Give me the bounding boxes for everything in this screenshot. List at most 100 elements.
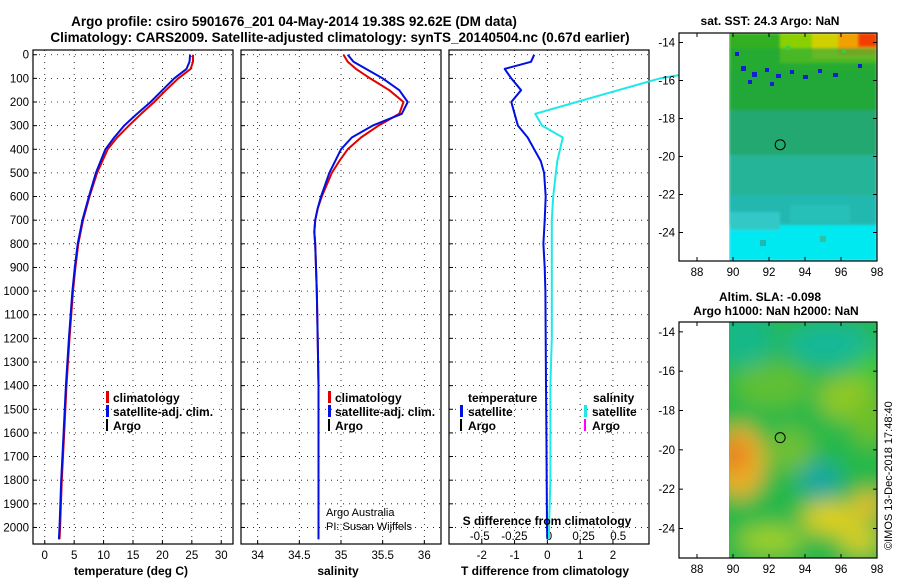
x-tick-label: 2 bbox=[610, 550, 616, 562]
depth-tick-label: 200 bbox=[10, 97, 29, 109]
series-line-climatology bbox=[58, 54, 194, 540]
legend-title-temperature: temperature bbox=[468, 391, 538, 405]
map-y-tick-label: -22 bbox=[658, 484, 675, 496]
depth-tick-label: 1700 bbox=[3, 452, 29, 464]
map-x-tick-label: 94 bbox=[799, 267, 812, 279]
difference-series bbox=[503, 53, 758, 540]
x-tick-label: 0 bbox=[42, 550, 48, 562]
credit-line2: PI: Susan Wijffels bbox=[326, 521, 412, 533]
sla-map-frame bbox=[678, 321, 878, 559]
difference-xlabel: T difference from climatology bbox=[461, 564, 629, 578]
map-x-tick-label: 92 bbox=[763, 564, 776, 576]
depth-tick-label: 400 bbox=[10, 144, 29, 156]
map-y-tick-label: -16 bbox=[658, 366, 675, 378]
map-y-tick-label: -20 bbox=[658, 152, 675, 164]
map-x-tick-label: 96 bbox=[835, 564, 848, 576]
legend-t-satellite: satellite bbox=[468, 405, 513, 419]
series-line-satellite-adj-clim- bbox=[313, 54, 409, 540]
depth-tick-label: 700 bbox=[10, 215, 29, 227]
salinity-grid bbox=[241, 50, 441, 544]
temperature-grid bbox=[33, 50, 233, 544]
s-tick-label: 0.5 bbox=[610, 531, 626, 543]
x-tick-label: 34 bbox=[251, 550, 264, 562]
depth-tick-label: 1400 bbox=[3, 381, 29, 393]
salinity-x-ticks: 34 34.5 35 35.5 36 bbox=[251, 540, 431, 562]
sst-map-title: sat. SST: 24.3 Argo: NaN bbox=[701, 14, 840, 28]
x-tick-label: -1 bbox=[509, 550, 519, 562]
x-tick-label: 1 bbox=[577, 550, 583, 562]
legend-swatch-t-argo bbox=[460, 419, 462, 431]
temperature-series bbox=[57, 54, 194, 540]
map-x-tick-label: 98 bbox=[871, 564, 884, 576]
map-y-tick-label: -18 bbox=[658, 406, 675, 418]
depth-tick-label: 0 bbox=[23, 50, 29, 62]
x-tick-label: -2 bbox=[477, 550, 487, 562]
map-x-tick-label: 90 bbox=[727, 564, 740, 576]
depth-tick-label: 1500 bbox=[3, 404, 29, 416]
sla-map-subtitle: Argo h1000: NaN h2000: NaN bbox=[693, 304, 858, 318]
map-x-tick-label: 88 bbox=[691, 564, 704, 576]
map-x-tick-label: 92 bbox=[763, 267, 776, 279]
x-tick-label: 15 bbox=[127, 550, 140, 562]
s-tick-label: -0.5 bbox=[470, 531, 490, 543]
legend-s-satellite: satellite bbox=[592, 405, 637, 419]
legend-s-argo: Argo bbox=[592, 419, 620, 433]
depth-tick-label: 600 bbox=[10, 192, 29, 204]
x-tick-label: 35 bbox=[335, 550, 348, 562]
map-y-tick-label: -24 bbox=[658, 228, 675, 240]
s-tick-label: -0.25 bbox=[501, 531, 527, 543]
header-title-line2: Climatology: CARS2009. Satellite-adjuste… bbox=[50, 30, 629, 45]
sla-heatmap bbox=[729, 322, 877, 558]
series-line-satellite-adj-clim- bbox=[57, 54, 192, 540]
legend-swatch-satellite bbox=[328, 405, 331, 417]
legend-satellite: satellite-adj. clim. bbox=[335, 405, 435, 419]
map-x-tick-label: 94 bbox=[799, 564, 812, 576]
x-tick-label: 35.5 bbox=[371, 550, 393, 562]
map-y-tick-label: -16 bbox=[658, 76, 675, 88]
map-x-tick-label: 98 bbox=[871, 267, 884, 279]
temperature-x-ticks: 0 5 10 15 20 25 30 bbox=[42, 540, 228, 562]
depth-tick-label: 900 bbox=[10, 262, 29, 274]
difference-x-ticks: -2 -1 0 1 2 bbox=[477, 540, 616, 562]
map-x-tick-label: 96 bbox=[835, 267, 848, 279]
series-line-climatology bbox=[313, 54, 405, 540]
series-line-s-satellite bbox=[534, 53, 758, 540]
legend-argo: Argo bbox=[113, 419, 141, 433]
legend-satellite: satellite-adj. clim. bbox=[113, 405, 213, 419]
legend-swatch-t-satellite bbox=[460, 405, 463, 417]
depth-tick-label: 500 bbox=[10, 168, 29, 180]
sla-map-ticks: 88 90 92 94 96 98 -14 -16 -18 -20 -22 -24 bbox=[658, 322, 883, 576]
sst-map-frame bbox=[678, 32, 878, 262]
depth-tick-label: 1000 bbox=[3, 286, 29, 298]
legend-title-salinity: salinity bbox=[593, 391, 635, 405]
x-tick-label: 34.5 bbox=[288, 550, 310, 562]
map-y-tick-label: -22 bbox=[658, 190, 675, 202]
depth-tick-label: 1800 bbox=[3, 475, 29, 487]
sst-profile-location-marker bbox=[774, 139, 786, 151]
temperature-xlabel: temperature (deg C) bbox=[74, 564, 188, 578]
salinity-xlabel: salinity bbox=[317, 564, 359, 578]
salinity-series bbox=[313, 54, 409, 540]
depth-tick-label: 300 bbox=[10, 121, 29, 133]
sla-profile-location-marker bbox=[774, 432, 786, 444]
legend-swatch-s-argo bbox=[584, 419, 586, 431]
legend-argo: Argo bbox=[335, 419, 363, 433]
map-x-tick-label: 90 bbox=[727, 267, 740, 279]
legend-t-argo: Argo bbox=[468, 419, 496, 433]
legend-swatch-argo bbox=[106, 419, 108, 431]
imos-timestamp: ©IMOS 13-Dec-2018 17:48:40 bbox=[883, 401, 895, 550]
depth-tick-label: 1600 bbox=[3, 428, 29, 440]
depth-tick-label: 1100 bbox=[4, 310, 29, 322]
depth-tick-label: 800 bbox=[10, 239, 29, 251]
depth-tick-label: 1300 bbox=[3, 357, 29, 369]
x-tick-label: 5 bbox=[71, 550, 77, 562]
temperature-legend: climatology satellite-adj. clim. Argo bbox=[106, 391, 213, 433]
difference-legend: temperature satellite Argo salinity sate… bbox=[460, 391, 637, 433]
x-tick-label: 36 bbox=[418, 550, 431, 562]
series-line-t-satellite bbox=[503, 54, 549, 540]
depth-tick-label: 100 bbox=[10, 73, 29, 85]
x-tick-label: 20 bbox=[156, 550, 169, 562]
x-tick-label: 25 bbox=[185, 550, 198, 562]
legend-swatch-satellite bbox=[106, 405, 109, 417]
